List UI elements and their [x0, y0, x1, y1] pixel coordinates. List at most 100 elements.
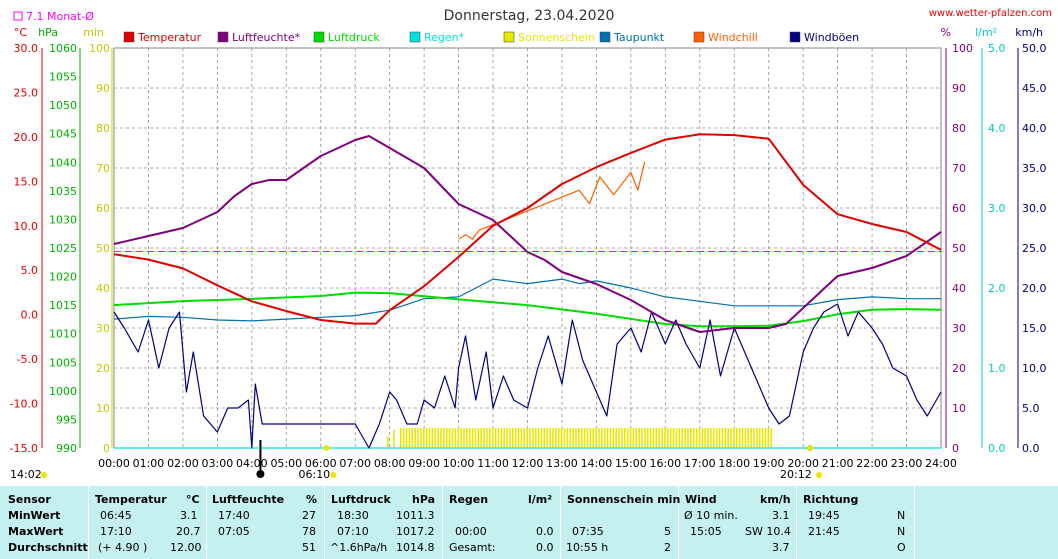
- sunshine-bar: [678, 428, 681, 447]
- weather-chart: Donnerstag, 23.04.2020 www.wetter-pfalzen…: [10, 8, 1052, 481]
- sunshine-bar: [770, 428, 773, 447]
- sunshine-bar: [417, 428, 419, 447]
- sunshine-bar: [393, 430, 395, 447]
- sun-tick-label: 80: [96, 122, 110, 135]
- sunshine-bar: [756, 428, 758, 447]
- avg-rain-value: 0.0: [536, 541, 554, 554]
- sunrise-dot-icon: [330, 472, 337, 478]
- sunshine-bar: [474, 428, 477, 447]
- sunshine-bar: [443, 428, 445, 447]
- hdr-humidity-unit: %: [306, 493, 318, 506]
- sunshine-bar: [644, 428, 646, 447]
- sunshine-bar: [758, 428, 761, 447]
- sunshine-bar: [563, 428, 566, 447]
- x-tick-label: 14:00: [581, 457, 613, 470]
- sunshine-bar: [411, 428, 414, 447]
- sunshine-bar: [612, 428, 615, 447]
- sunset-icon: [807, 445, 814, 451]
- sunshine-bar: [477, 428, 480, 447]
- sun-unit-label: min: [83, 26, 104, 39]
- x-tick-label: 07:00: [339, 457, 371, 470]
- wind-tick-label: 40.0: [1022, 122, 1047, 135]
- sunshine-bar: [603, 428, 606, 447]
- sunshine-bar: [701, 428, 704, 447]
- avg-temp-value: 12.00: [170, 541, 202, 554]
- temp-tick-label: -10.0: [10, 398, 38, 411]
- sunshine-bar: [557, 428, 560, 447]
- max-temp-value: 20.7: [176, 525, 201, 538]
- legend-swatch: [789, 31, 801, 43]
- hdr-direction: Richtung: [803, 493, 859, 506]
- max-sun-value: 5: [664, 525, 671, 538]
- sunshine-bar: [425, 428, 428, 447]
- sunshine-bar: [575, 428, 577, 447]
- temp-tick-label: 15.0: [14, 175, 39, 188]
- sunshine-bar: [402, 428, 405, 447]
- series-line-luftdruck: [113, 291, 942, 328]
- sunshine-bar: [692, 428, 695, 447]
- x-tick-label: 12:00: [512, 457, 544, 470]
- row-min-label: MinWert: [8, 509, 61, 522]
- pressure-unit-label: hPa: [38, 26, 58, 39]
- wind-tick-label: 50.0: [1022, 42, 1047, 55]
- sunshine-bar: [431, 428, 434, 447]
- legend-label: Sonnenschein: [518, 31, 595, 44]
- legend-label: Luftdruck: [328, 31, 380, 44]
- current-time-sun-icon: [41, 472, 47, 478]
- wind-tick-label: 30.0: [1022, 202, 1047, 215]
- legend-swatch: [313, 31, 325, 43]
- x-tick-label: 18:00: [718, 457, 750, 470]
- humidity-tick-label: 70: [952, 162, 966, 175]
- legend-label: Windchill: [708, 31, 758, 44]
- sunshine-bar: [618, 428, 620, 447]
- humidity-tick-label: 80: [952, 122, 966, 135]
- rain-tick-label: 0.0: [988, 442, 1006, 455]
- month-avg-label: 7.1 Monat-Ø: [26, 10, 94, 23]
- sunshine-bar: [655, 428, 658, 447]
- site-url: www.wetter-pfalzen.com: [929, 8, 1052, 19]
- hdr-humidity: Luftfeuchte: [212, 493, 285, 506]
- sunshine-bar: [687, 428, 689, 447]
- sunshine-bar: [405, 428, 408, 447]
- temp-tick-label: 30.0: [14, 42, 39, 55]
- x-tick-label: 24:00: [925, 457, 957, 470]
- hdr-sensor: Sensor: [8, 493, 51, 506]
- legend-swatch: [217, 31, 229, 43]
- sunshine-bar: [532, 428, 534, 447]
- series-line-windben: [113, 303, 942, 449]
- sunshine-bar: [667, 428, 669, 447]
- rain-unit-label: l/m²: [975, 26, 997, 39]
- sunshine-bar: [569, 428, 572, 447]
- legend-swatch: [599, 31, 611, 43]
- x-tick-label: 09:00: [408, 457, 440, 470]
- wind-tick-label: 45.0: [1022, 82, 1047, 95]
- sunshine-bar: [595, 428, 597, 447]
- sunshine-bar: [626, 428, 629, 447]
- sunshine-bar: [520, 428, 523, 447]
- pressure-tick-label: 1035: [49, 185, 77, 198]
- sunshine-bar: [514, 428, 517, 447]
- humidity-tick-label: 90: [952, 82, 966, 95]
- row-avg-label: Durchschnitt: [8, 541, 88, 554]
- avg-hum-value: 51: [302, 541, 316, 554]
- pressure-tick-label: 1045: [49, 128, 77, 141]
- avg-sun-hours: 10:55 h: [566, 541, 609, 554]
- pressure-tick-label: 1030: [49, 213, 77, 226]
- pressure-tick-label: 1050: [49, 99, 77, 112]
- sunshine-bar: [710, 428, 712, 447]
- x-tick-label: 23:00: [891, 457, 923, 470]
- rain-tick-label: 5.0: [988, 42, 1006, 55]
- sunshine-bar: [468, 428, 471, 447]
- temp-tick-label: 5.0: [21, 264, 39, 277]
- sunshine-bar: [623, 428, 626, 447]
- sunshine-bar: [621, 428, 623, 447]
- rain-tick-label: 2.0: [988, 282, 1006, 295]
- sunshine-bar: [457, 428, 460, 447]
- rain-tick-label: 1.0: [988, 362, 1006, 375]
- sunshine-bar: [669, 428, 672, 447]
- sunshine-bar: [434, 428, 437, 447]
- sunshine-bar: [437, 428, 439, 447]
- sunshine-bar: [523, 428, 526, 447]
- sunset-dot-icon: [816, 472, 823, 478]
- sun-tick-label: 30: [96, 322, 110, 335]
